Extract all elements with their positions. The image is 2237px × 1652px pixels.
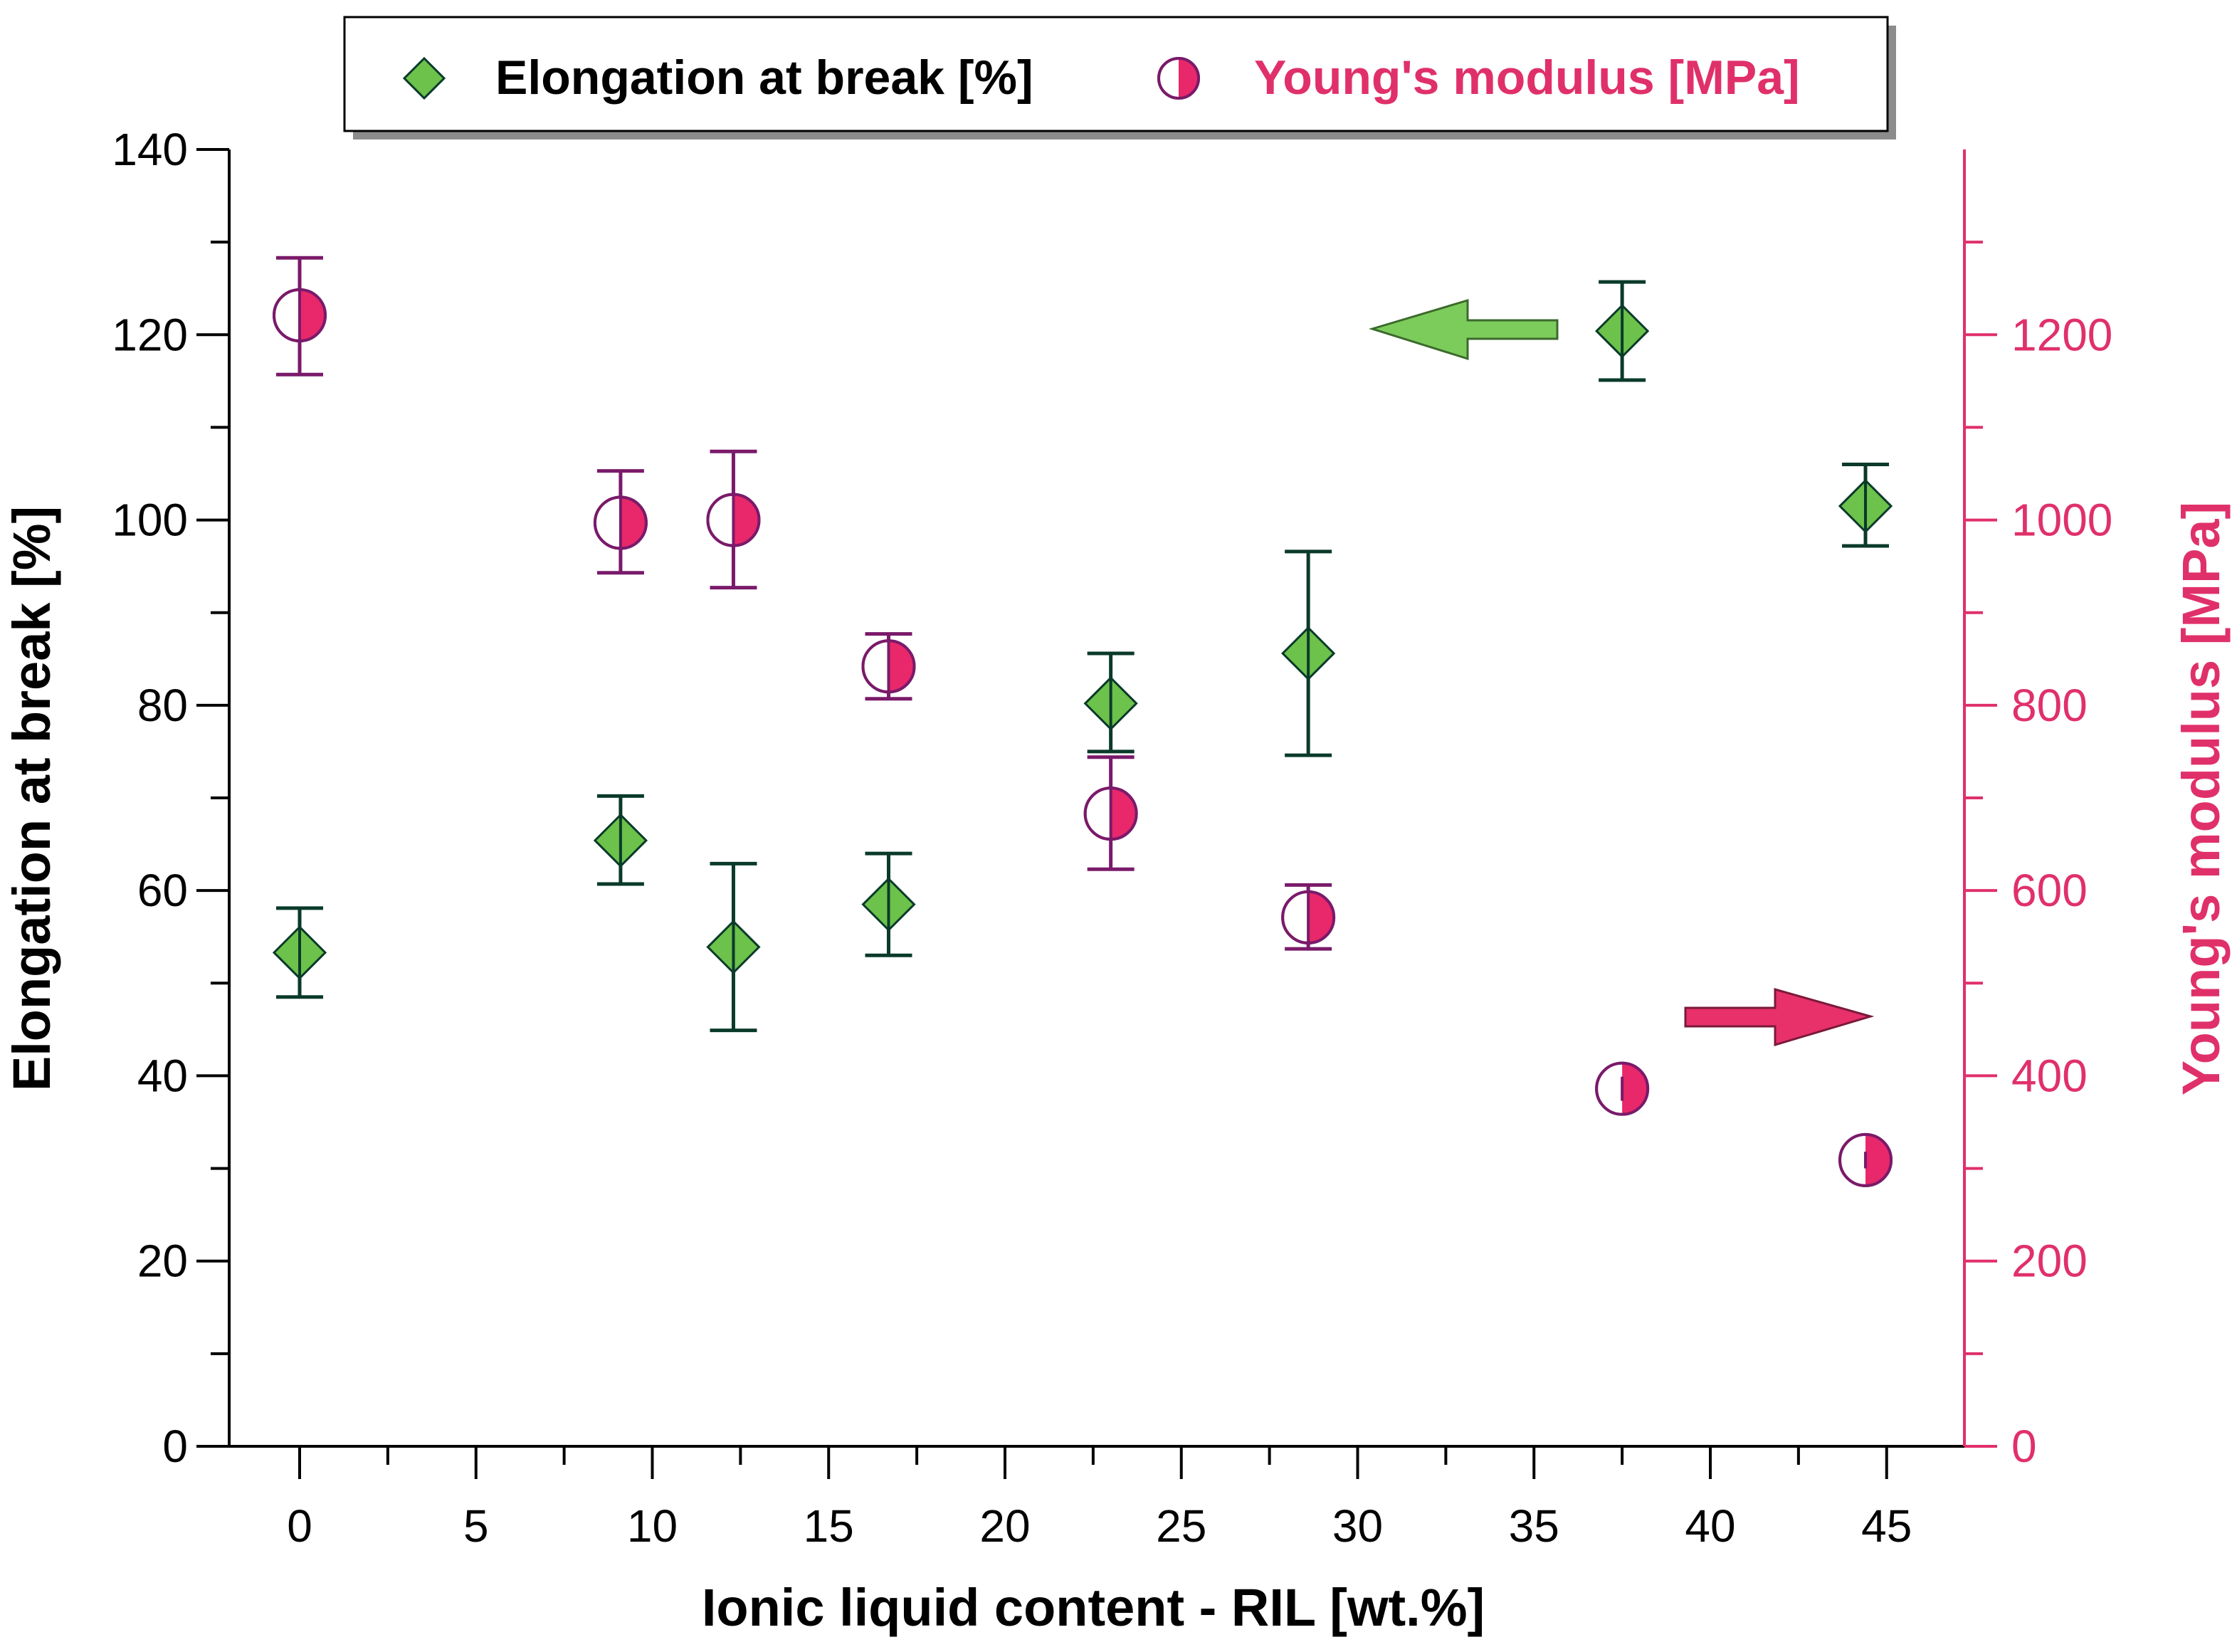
legend-marker-elongation xyxy=(402,56,446,100)
data-point-youngs-modulus-fill xyxy=(888,641,915,693)
data-point-youngs-modulus-fill xyxy=(620,497,646,549)
series-layer xyxy=(272,256,1893,1187)
series-elongation xyxy=(272,280,1893,1033)
y-right-tick-label: 1000 xyxy=(2011,495,2112,546)
x-tick-label: 40 xyxy=(1685,1500,1735,1552)
x-axis-title: Ionic liquid content - RIL [wt.%] xyxy=(702,1578,1485,1637)
data-point-youngs-modulus-fill xyxy=(1110,788,1137,840)
data-point-youngs-modulus-ring xyxy=(1595,1061,1650,1116)
y-left-tick-label: 120 xyxy=(112,309,188,360)
x-tick-label: 5 xyxy=(463,1500,489,1552)
right-axis-ticks: 0 200 400 600 800 1000 1200 xyxy=(1964,241,2112,1472)
x-tick-label: 15 xyxy=(804,1500,854,1552)
legend-label-youngs-modulus: Young's modulus [MPa] xyxy=(1254,51,1800,105)
arrow-right-annotation xyxy=(1684,988,1875,1047)
y-left-tick-label: 40 xyxy=(137,1050,188,1101)
y-left-tick-label: 80 xyxy=(137,680,188,731)
y-left-tick-label: 0 xyxy=(162,1421,188,1472)
data-point-youngs-modulus-fill xyxy=(1622,1063,1648,1115)
y-right-tick-label: 200 xyxy=(2011,1236,2088,1287)
data-point-youngs-modulus xyxy=(593,495,648,550)
y-right-tick-label: 0 xyxy=(2011,1421,2037,1472)
y-right-tick-label: 400 xyxy=(2011,1050,2088,1101)
data-point-youngs-modulus-fill xyxy=(300,289,325,341)
x-tick-label: 45 xyxy=(1861,1500,1912,1552)
legend-diamond-marker xyxy=(402,56,446,100)
y-left-tick-label: 60 xyxy=(137,865,188,916)
data-point-youngs-modulus-ring xyxy=(1838,1132,1893,1187)
x-tick-label: 20 xyxy=(979,1500,1030,1552)
x-tick-label: 0 xyxy=(287,1500,312,1552)
y-right-tick-label: 600 xyxy=(2011,865,2088,916)
left-axis-ticks: 0 20 40 60 80 100 120 140 xyxy=(112,124,229,1472)
y-right-tick-label: 1200 xyxy=(2011,309,2112,360)
bottom-axis-ticks: 0 5 10 15 20 25 30 35 40 45 xyxy=(287,1446,1912,1552)
x-tick-label: 30 xyxy=(1332,1500,1383,1552)
x-tick-label: 10 xyxy=(627,1500,678,1552)
annotations xyxy=(1368,298,1875,1047)
legend: Elongation at break [%] Young's modulus … xyxy=(343,16,1896,140)
x-tick-label: 35 xyxy=(1509,1500,1559,1552)
legend-half-circle-marker-ring xyxy=(1157,57,1200,100)
data-point-youngs-modulus-fill xyxy=(1865,1134,1892,1186)
y-left-tick-label: 20 xyxy=(137,1236,188,1287)
legend-half-circle-marker xyxy=(1157,57,1200,100)
series-youngs-modulus xyxy=(273,256,1893,1187)
data-point-youngs-modulus-fill xyxy=(733,494,759,546)
legend-half-circle-marker-fill xyxy=(1179,58,1199,98)
y-left-tick-label: 140 xyxy=(112,124,188,175)
data-point-youngs-modulus-fill xyxy=(1308,891,1335,943)
legend-box xyxy=(343,16,1889,132)
y-axis-left-title: Elongation at break [%] xyxy=(2,506,61,1091)
y-left-tick-label: 100 xyxy=(112,495,188,546)
legend-marker-youngs-modulus xyxy=(1157,57,1200,100)
y-right-tick-label: 800 xyxy=(2011,680,2088,731)
x-tick-label: 25 xyxy=(1156,1500,1206,1552)
y-axis-right-title: Young's modulus [MPa] xyxy=(2172,502,2231,1095)
legend-label-elongation: Elongation at break [%] xyxy=(495,51,1033,105)
arrow-left-annotation xyxy=(1368,298,1559,361)
